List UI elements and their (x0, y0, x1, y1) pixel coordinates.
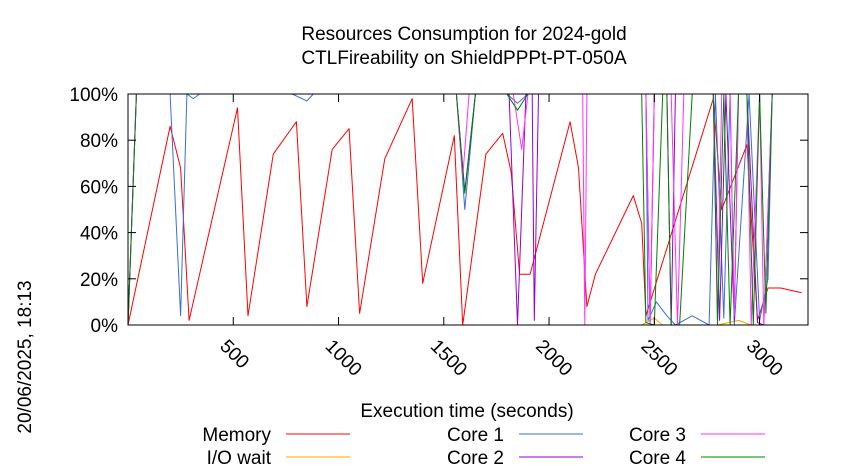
chart-title-line-1: Resources Consumption for 2024-gold (301, 24, 626, 45)
series-layer (127, 93, 808, 326)
side-timestamp-label: 20/06/2025, 18:13 (15, 280, 36, 433)
legend-label-core-2: Core 2 (447, 448, 504, 469)
x-tick-label: 2000 (531, 336, 576, 381)
legend-label-i-o-wait: I/O wait (207, 448, 272, 469)
x-tick-label: 1000 (321, 336, 366, 381)
y-tick-label: 20% (80, 270, 118, 291)
y-tick-label: 40% (80, 224, 118, 245)
y-tick-label: 80% (80, 131, 118, 152)
series-line-core-2 (127, 93, 808, 326)
y-tick-label: 60% (80, 177, 118, 198)
x-tick-label: 1500 (426, 336, 471, 381)
legend-label-memory: Memory (202, 425, 271, 446)
series-line-core-4 (127, 93, 808, 326)
legend-label-core-1: Core 1 (447, 425, 504, 446)
series-line-memory (127, 98, 802, 326)
plot-border (127, 93, 809, 326)
series-line-i-o-wait (128, 317, 808, 326)
x-tick-label: 500 (215, 336, 252, 373)
axis-layer: 0% 20% 40% 60% 80% 100% 500 1000 1500 2000 2500 300… (69, 85, 808, 381)
legend-label-core-4: Core 4 (629, 448, 686, 469)
legend-label-core-3: Core 3 (629, 425, 686, 446)
x-tick-label: 2500 (637, 336, 682, 381)
series-line-core-1 (127, 93, 808, 326)
y-tick-label: 100% (69, 85, 118, 106)
y-tick-label: 0% (91, 316, 119, 337)
x-tick-label: 3000 (742, 336, 787, 381)
chart-title-line-2: CTLFireability on ShieldPPPt-PT-050A (301, 48, 627, 69)
series-line-core-3 (127, 93, 808, 326)
x-axis-label: Execution time (seconds) (360, 401, 573, 422)
